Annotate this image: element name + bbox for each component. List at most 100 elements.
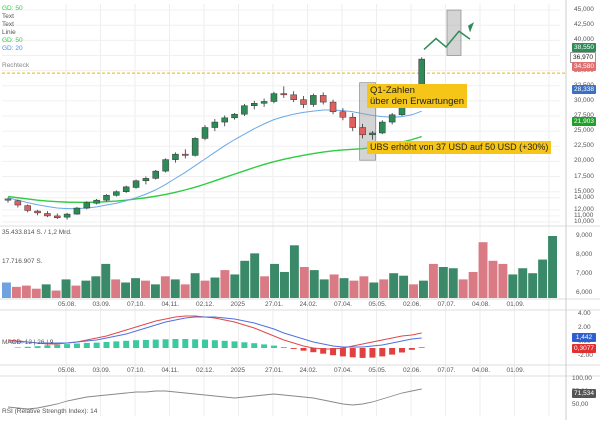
- volume-bar: [160, 276, 170, 298]
- forecast-arrow-line: [423, 30, 471, 50]
- macd-signal-line: [8, 316, 422, 348]
- volume-bar: [548, 236, 557, 298]
- candle-up: [152, 170, 159, 179]
- q1-line2: über den Erwartungen: [370, 96, 465, 107]
- volume-bar: [528, 273, 538, 298]
- candle-down: [44, 213, 51, 217]
- macd-histogram-bar: [261, 344, 268, 348]
- candle-up: [369, 132, 376, 136]
- volume-bar: [51, 290, 61, 298]
- candle-down: [14, 200, 22, 206]
- time-axis-label: 02.12.: [196, 301, 215, 308]
- price-tick-label: 27,500: [574, 112, 594, 119]
- volume-bar: [11, 286, 21, 298]
- time-axis-label-2: 24.02.: [299, 367, 318, 374]
- time-axis-label-2: 27.01.: [265, 367, 284, 374]
- macd-histogram-bar: [133, 340, 140, 348]
- candle-up: [122, 186, 130, 192]
- macd-histogram-bar: [221, 340, 228, 348]
- price-tick-label: 20,000: [574, 157, 594, 165]
- candle-up: [379, 121, 386, 134]
- volume-bar: [329, 274, 339, 298]
- volume-bar: [131, 278, 140, 298]
- candle-up: [93, 199, 100, 204]
- volume-bar: [41, 284, 51, 298]
- volume-bar: [488, 260, 498, 298]
- legend-item[interactable]: GD: 20: [2, 45, 23, 52]
- time-axis-label: 05.08.: [58, 301, 77, 308]
- time-axis-label: 24.02.: [299, 301, 318, 308]
- macd-histogram-bar: [330, 348, 337, 356]
- time-axis-label: 07.04.: [334, 301, 353, 308]
- macd-histogram-bar: [103, 342, 110, 348]
- volume-bar: [319, 279, 329, 298]
- rsi-tick-label: 100,00: [572, 375, 592, 382]
- candle-down: [349, 116, 356, 128]
- macd-histogram-bar: [152, 339, 159, 348]
- macd-histogram-bar: [113, 341, 120, 348]
- volume-bar: [170, 279, 180, 298]
- price-tick-label: 12,000: [574, 205, 594, 213]
- time-axis-label: 01.09.: [506, 301, 525, 308]
- macd-histogram-bar: [202, 339, 208, 348]
- volume-bar: [260, 276, 270, 298]
- time-axis-label-2: 05.08.: [58, 367, 77, 374]
- volume-bar: [289, 245, 299, 298]
- volume-label-top: 35.433.814 S. / 1,2 Mrd.: [2, 229, 72, 236]
- legend-item[interactable]: Text: [2, 21, 14, 28]
- price-tick-label: 10,000: [574, 217, 594, 225]
- candle-up: [83, 202, 91, 209]
- candle-up: [113, 191, 120, 196]
- candle-up: [231, 113, 238, 119]
- candle-up: [142, 178, 150, 182]
- legend-item[interactable]: GD: 50: [2, 37, 23, 44]
- rsi-tag: 71,534: [572, 389, 596, 398]
- volume-bar: [101, 263, 111, 298]
- macd-histogram-bar: [211, 340, 218, 348]
- macd-tag: 1,442: [572, 333, 596, 342]
- volume-bar: [111, 279, 121, 298]
- candle-up: [388, 114, 396, 123]
- time-axis-label: 02.06.: [403, 301, 422, 308]
- price-tick-label: 15,000: [574, 187, 594, 195]
- candle-down: [300, 99, 307, 105]
- legend-item[interactable]: GD: 50: [2, 5, 23, 12]
- time-axis-label-2: 07.07.: [437, 367, 456, 374]
- volume-bar: [81, 280, 91, 298]
- candle-down: [319, 95, 327, 103]
- volume-bar: [518, 268, 528, 298]
- candle-down: [54, 215, 61, 218]
- ubs-callout[interactable]: UBS erhöht von 37 USD auf 50 USD (+30%): [367, 141, 552, 154]
- q1-callout[interactable]: Q1-Zahlen über den Erwartungen: [367, 84, 468, 108]
- time-axis-label-2: 01.09.: [506, 367, 525, 374]
- candle-down: [280, 93, 288, 96]
- time-axis-label-2: 02.12.: [196, 367, 215, 374]
- price-tick-label: 30,000: [574, 96, 594, 104]
- price-tag: 34,580: [572, 62, 596, 71]
- time-axis-label: 03.09.: [92, 301, 111, 308]
- volume-bar: [538, 259, 548, 298]
- volume-bar: [389, 273, 399, 298]
- volume-bar: [409, 284, 418, 298]
- macd-histogram-bar: [359, 348, 366, 358]
- time-axis-label: 2025: [230, 301, 245, 308]
- price-tag: 38,550: [572, 43, 596, 52]
- price-tick-label: 40,000: [574, 36, 594, 44]
- volume-bar: [448, 268, 458, 298]
- time-axis-label-2: 07.04.: [334, 367, 353, 374]
- volume-bar: [369, 282, 379, 298]
- macd-histogram-bar: [172, 339, 179, 348]
- macd-histogram-bar: [320, 348, 327, 354]
- macd-histogram-bar: [192, 339, 199, 348]
- price-tick-label: 22,500: [574, 142, 594, 150]
- macd-histogram-bar: [399, 348, 405, 353]
- volume-tick-label: 7,000: [576, 270, 593, 277]
- price-tick-label: 42,500: [574, 21, 594, 29]
- macd-histogram-bar: [231, 341, 238, 348]
- legend-item[interactable]: Text: [2, 13, 14, 20]
- legend-item[interactable]: Linie: [2, 29, 16, 36]
- candle-down: [359, 127, 366, 136]
- macd-tick-label: 2.00: [578, 324, 591, 331]
- macd-histogram-bar: [44, 345, 51, 348]
